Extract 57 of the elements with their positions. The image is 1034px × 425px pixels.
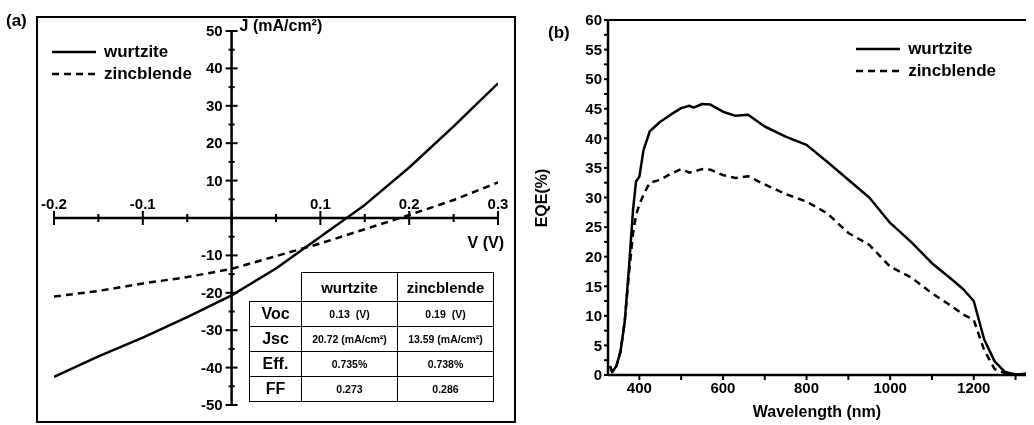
x-tick-label: -0.2 bbox=[41, 195, 67, 212]
y-tick-label: 30 bbox=[585, 188, 602, 206]
annotation: Voc bbox=[249, 301, 302, 327]
y-tick-label: 20 bbox=[205, 134, 223, 152]
x-axis-title: Wavelength (nm) bbox=[752, 403, 882, 421]
y-tick-label: 55 bbox=[585, 40, 602, 58]
y-tick-label: -10 bbox=[200, 246, 223, 264]
x-tick-label: 800 bbox=[794, 378, 820, 396]
chart-title: (b) bbox=[548, 23, 570, 43]
annotation: 0.286 bbox=[397, 376, 494, 402]
y-tick-label: -30 bbox=[200, 321, 223, 339]
annotation: 0.273 bbox=[301, 376, 398, 402]
x-tick-label: 0.3 bbox=[487, 195, 509, 212]
annotation: zincblende bbox=[397, 272, 494, 302]
x-tick-label: 1000 bbox=[873, 378, 907, 396]
x-tick-label: -0.1 bbox=[129, 195, 156, 212]
y-tick-label: -50 bbox=[200, 396, 223, 413]
y-tick-label: 60 bbox=[585, 11, 602, 29]
x-tick-label: 400 bbox=[626, 378, 652, 396]
y-axis-title: J (mA/cm²) bbox=[239, 17, 323, 35]
x-tick-label: 0.2 bbox=[398, 195, 420, 212]
x-tick-label: 1200 bbox=[957, 378, 991, 396]
y-tick-label: 15 bbox=[585, 277, 602, 295]
annotation: Jsc bbox=[249, 326, 302, 352]
chart-title: (a) bbox=[6, 11, 27, 31]
annotation: 13.59 (mA/cm²) bbox=[397, 326, 494, 352]
y-tick-label: 40 bbox=[205, 59, 223, 77]
annotation: 0.735% bbox=[301, 351, 398, 377]
y-axis-title: EQE(%) bbox=[533, 168, 551, 227]
legend-label: wurtzite bbox=[908, 39, 973, 59]
x-tick-label: 0.1 bbox=[309, 195, 331, 212]
y-tick-label: 20 bbox=[585, 247, 602, 265]
y-tick-label: -20 bbox=[200, 283, 223, 301]
legend-label: zincblende bbox=[104, 64, 192, 84]
y-tick-label: 45 bbox=[585, 100, 602, 118]
y-tick-label: 35 bbox=[585, 159, 602, 177]
y-tick-label: 10 bbox=[585, 307, 602, 325]
annotation: wurtzite bbox=[301, 272, 398, 302]
annotation: 0.13 (V) bbox=[301, 301, 398, 327]
x-axis-title: V (V) bbox=[467, 234, 504, 252]
y-tick-label: 0 bbox=[593, 366, 602, 384]
y-tick-label: 10 bbox=[205, 171, 223, 189]
annotation: FF bbox=[249, 376, 302, 402]
legend-label: zincblende bbox=[908, 61, 996, 81]
annotation: 20.72 (mA/cm²) bbox=[301, 326, 398, 352]
annotation: 0.19 (V) bbox=[397, 301, 494, 327]
legend-label: wurtzite bbox=[104, 42, 169, 62]
y-tick-label: 50 bbox=[205, 22, 223, 39]
y-tick-label: 25 bbox=[585, 218, 602, 236]
annotation: Eff. bbox=[249, 351, 302, 377]
y-tick-label: 5 bbox=[593, 336, 602, 354]
y-tick-label: 50 bbox=[585, 70, 602, 88]
y-tick-label: 40 bbox=[585, 129, 602, 147]
x-tick-label: 600 bbox=[710, 378, 736, 396]
annotation: 0.738% bbox=[397, 351, 494, 377]
y-tick-label: 30 bbox=[205, 96, 223, 114]
y-tick-label: -40 bbox=[200, 358, 223, 376]
